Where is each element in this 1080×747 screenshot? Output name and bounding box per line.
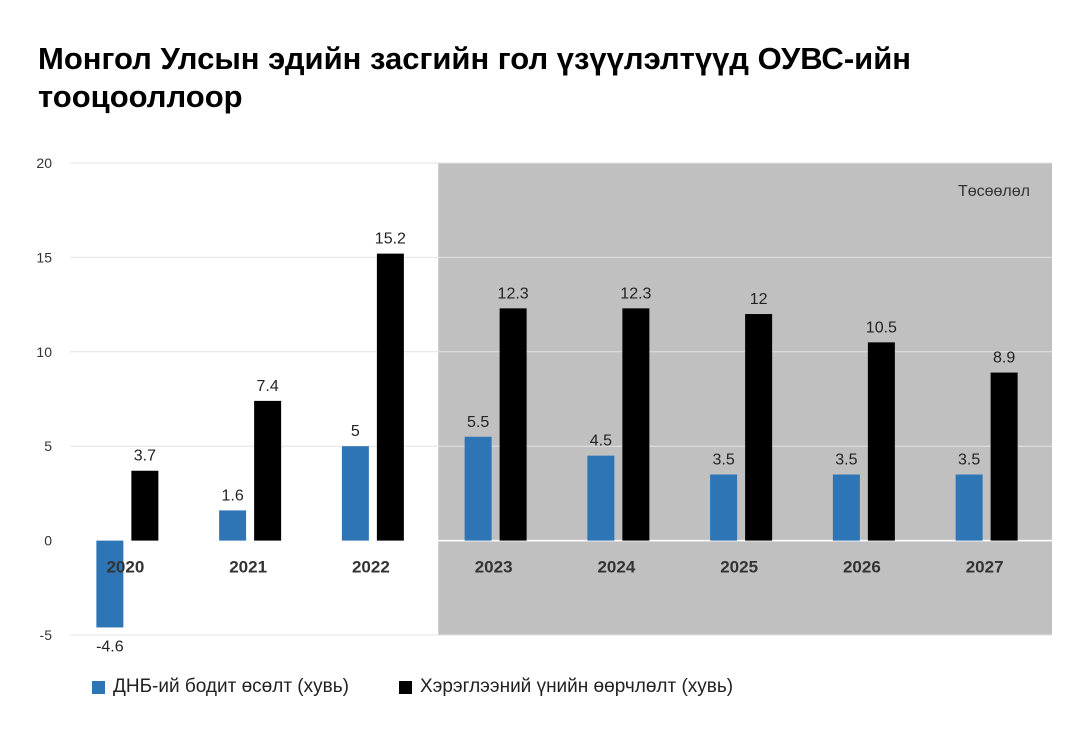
cpi-data-label: 12 xyxy=(750,291,768,308)
gdp-data-label: 4.5 xyxy=(590,433,612,450)
legend-label-cpi: Хэрэглээний үнийн өөрчлөлт (хувь) xyxy=(419,676,734,697)
cpi-bar xyxy=(499,308,527,541)
chart-legend: ДНБ-ий бодит өсөлт (хувь) Хэрэглээний үн… xyxy=(92,676,733,698)
cpi-data-label: 8.9 xyxy=(993,350,1015,367)
gdp-bar xyxy=(219,510,247,541)
gdp-bar xyxy=(464,436,492,541)
gdp-data-label: 5.5 xyxy=(467,414,489,431)
y-tick-label: -5 xyxy=(40,627,53,643)
cpi-bar xyxy=(745,314,773,541)
gdp-data-label: 5 xyxy=(351,423,360,440)
cpi-bar xyxy=(254,400,282,541)
y-tick-label: 20 xyxy=(36,155,52,171)
gdp-data-label: 1.6 xyxy=(222,487,244,504)
cpi-data-label: 10.5 xyxy=(866,319,897,336)
gdp-bar xyxy=(96,540,124,628)
cpi-bar xyxy=(990,372,1018,541)
cpi-data-label: 12.3 xyxy=(620,285,651,302)
cpi-bar xyxy=(376,253,404,541)
cpi-data-label: 15.2 xyxy=(375,231,406,248)
gdp-bar xyxy=(955,474,983,541)
gdp-bar xyxy=(341,446,369,541)
gdp-data-label: 3.5 xyxy=(958,452,980,469)
cpi-data-label: 7.4 xyxy=(257,378,279,395)
legend-swatch-cpi xyxy=(398,680,412,694)
gdp-data-label: -4.6 xyxy=(96,638,124,655)
gdp-bar xyxy=(832,474,860,541)
y-tick-label: 10 xyxy=(36,344,52,360)
chart-title: Монгол Улсын эдийн засгийн гол үзүүлэлтү… xyxy=(38,41,911,114)
legend-swatch-gdp xyxy=(92,680,105,694)
cpi-bar xyxy=(867,342,895,541)
x-tick-label: 2027 xyxy=(966,558,1004,577)
gdp-data-label: 3.5 xyxy=(835,452,857,469)
cpi-bar xyxy=(131,470,159,541)
cpi-bar xyxy=(622,308,650,541)
y-tick-label: 15 xyxy=(36,249,52,265)
gdp-bar xyxy=(587,455,615,541)
x-tick-label: 2021 xyxy=(229,558,267,577)
y-tick-label: 0 xyxy=(44,533,52,549)
x-tick-label: 2020 xyxy=(106,558,144,577)
legend-item-gdp: ДНБ-ий бодит өсөлт (хувь) xyxy=(92,676,349,698)
cpi-data-label: 12.3 xyxy=(498,285,529,302)
x-tick-label: 2022 xyxy=(352,558,390,577)
legend-label-gdp: ДНБ-ий бодит өсөлт (хувь) xyxy=(113,676,349,697)
x-tick-label: 2023 xyxy=(475,558,513,577)
x-tick-label: 2024 xyxy=(597,558,635,577)
y-tick-label: 5 xyxy=(44,438,52,454)
gdp-data-label: 3.5 xyxy=(713,452,735,469)
x-tick-label: 2025 xyxy=(720,558,758,577)
forecast-label: Төсөөлөл xyxy=(958,183,1030,200)
gdp-bar xyxy=(710,474,738,541)
legend-item-cpi: Хэрэглээний үнийн өөрчлөлт (хувь) xyxy=(398,676,734,698)
x-tick-label: 2026 xyxy=(843,558,881,577)
cpi-data-label: 3.7 xyxy=(134,448,156,465)
